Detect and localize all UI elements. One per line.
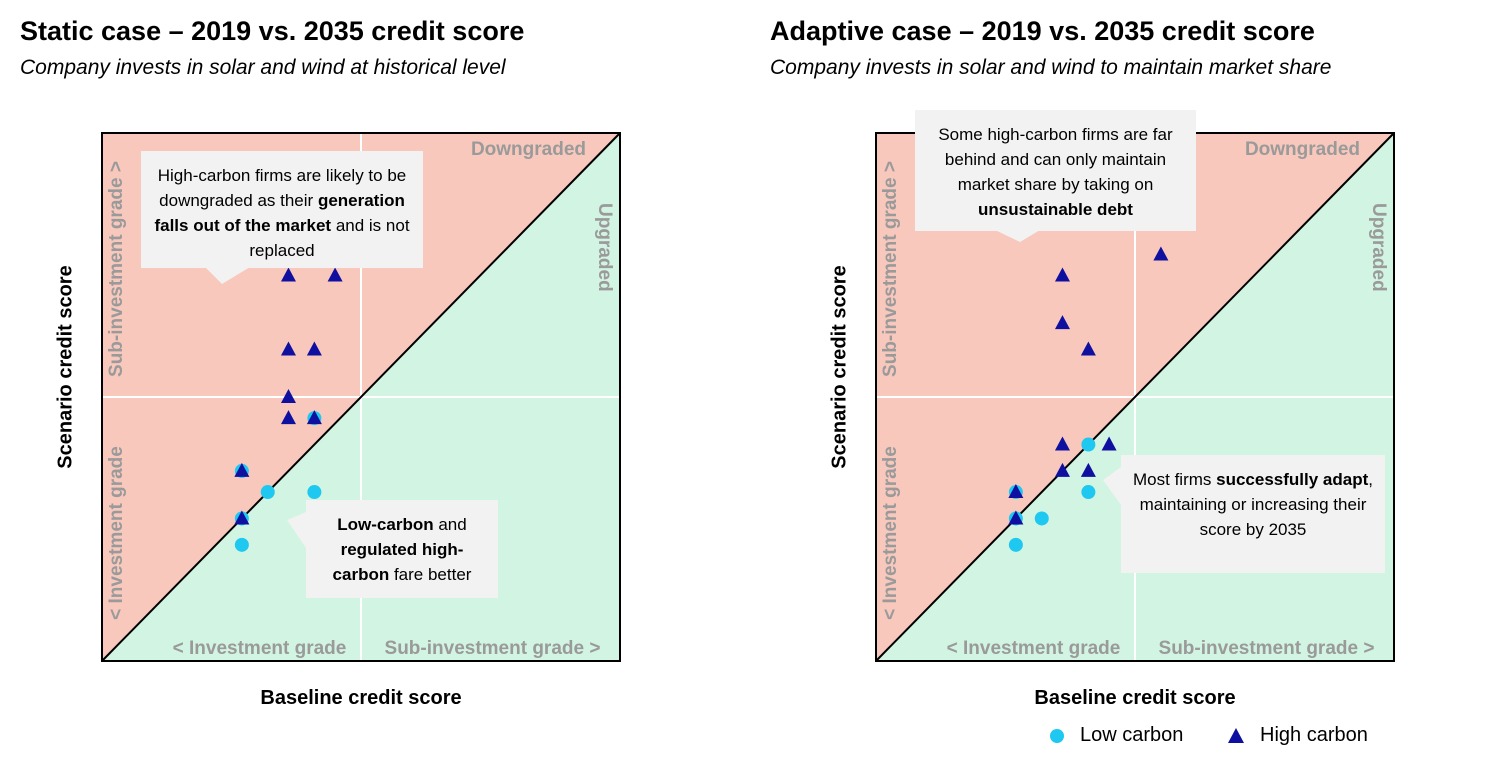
left-callout-lowcarbon: Low-carbon and regulated high-carbon far… xyxy=(306,500,498,598)
right-high-carbon-point-4 xyxy=(1054,436,1070,451)
right-y-axis-label: Scenario credit score xyxy=(828,265,850,468)
right-low-carbon-point-5 xyxy=(1008,537,1023,552)
left-label-upgraded: Upgraded xyxy=(594,203,615,292)
right-diagonal-line xyxy=(875,132,1395,662)
left-low-carbon-point-2 xyxy=(307,485,322,500)
left-x-group-investment: < Investment grade xyxy=(173,638,347,659)
right-high-carbon-point-2 xyxy=(1054,315,1070,330)
left-low-carbon-point-1 xyxy=(260,485,275,500)
circle-icon xyxy=(1050,728,1064,743)
triangle-icon xyxy=(1228,728,1244,743)
right-callout-adapt: Most firms successfully adapt, maintaini… xyxy=(1121,455,1385,573)
right-low-carbon-point-1 xyxy=(1081,485,1096,500)
legend-high-carbon-label: High carbon xyxy=(1260,724,1368,746)
left-callout-lowcarbon-tail xyxy=(287,512,306,548)
left-high-carbon-point-1 xyxy=(327,267,343,282)
right-x-axis-label: Baseline credit score xyxy=(1034,687,1235,709)
right-y-group-investment: < Investment grade xyxy=(880,446,901,620)
left-callout-lowcarbon-bold1: Low-carbon xyxy=(337,515,434,534)
right-high-carbon-point-9 xyxy=(1008,510,1024,525)
right-callout-debt-text: Some high-carbon firms are far behind an… xyxy=(938,125,1173,194)
right-callout-debt-tail xyxy=(995,230,1040,242)
left-callout-downgrade-text: High-carbon firms are likely to be downg… xyxy=(157,166,407,210)
right-callout-debt: Some high-carbon firms are far behind an… xyxy=(915,110,1196,231)
right-chart-title: Adaptive case – 2019 vs. 2035 credit sco… xyxy=(770,16,1315,46)
right-callout-adapt-text: Most firms xyxy=(1133,470,1217,489)
left-high-carbon-point-2 xyxy=(280,341,296,356)
left-callout-lowcarbon-mid: and xyxy=(433,515,467,534)
left-high-carbon-point-8 xyxy=(234,510,250,525)
right-high-carbon-point-8 xyxy=(1008,484,1024,499)
left-high-carbon-point-5 xyxy=(280,410,296,425)
right-low-carbon-point-0 xyxy=(1081,437,1096,452)
left-callout-lowcarbon-end: fare better xyxy=(389,565,472,584)
left-y-group-subinvestment: Sub-investment grade > xyxy=(106,161,127,377)
left-high-carbon-point-3 xyxy=(306,341,322,356)
left-label-downgraded: Downgraded xyxy=(471,139,586,160)
left-callout-downgrade-tail xyxy=(205,267,250,284)
left-x-group-subinvestment: Sub-investment grade > xyxy=(385,638,601,659)
left-diagonal-line xyxy=(101,132,621,662)
right-high-carbon-point-6 xyxy=(1054,462,1070,477)
left-callout-downgrade: High-carbon firms are likely to be downg… xyxy=(141,151,423,268)
left-high-carbon-point-6 xyxy=(306,410,322,425)
legend-low-carbon: Low carbon xyxy=(1050,724,1183,747)
right-label-downgraded: Downgraded xyxy=(1245,139,1360,160)
left-y-group-investment: < Investment grade xyxy=(106,446,127,620)
left-y-axis-label: Scenario credit score xyxy=(54,265,76,468)
right-y-group-subinvestment: Sub-investment grade > xyxy=(880,161,901,377)
left-callout-downgrade-text-end: and is not replaced xyxy=(249,216,410,260)
left-low-carbon-point-4 xyxy=(234,537,249,552)
right-chart-subtitle: Company invests in solar and wind to mai… xyxy=(770,56,1332,79)
left-high-carbon-point-4 xyxy=(280,389,296,403)
right-callout-adapt-tail xyxy=(1103,467,1121,505)
right-high-carbon-point-1 xyxy=(1054,267,1070,282)
right-x-group-subinvestment: Sub-investment grade > xyxy=(1159,638,1375,659)
legend-low-carbon-label: Low carbon xyxy=(1080,724,1184,746)
left-chart-subtitle: Company invests in solar and wind at his… xyxy=(20,56,506,79)
right-callout-adapt-text-end: , maintaining or increasing their score … xyxy=(1139,470,1373,539)
right-high-carbon-point-3 xyxy=(1080,341,1096,356)
left-callout-downgrade-bold: generation falls out of the market xyxy=(154,191,405,235)
right-label-upgraded: Upgraded xyxy=(1368,203,1389,292)
right-callout-adapt-bold: successfully adapt xyxy=(1216,470,1369,489)
right-callout-debt-bold: unsustainable debt xyxy=(978,200,1133,219)
right-high-carbon-point-0 xyxy=(1153,246,1169,261)
legend-high-carbon: High carbon xyxy=(1228,724,1368,747)
left-callout-lowcarbon-bold2: regulated high-carbon xyxy=(332,540,464,584)
left-plot-frame xyxy=(101,132,621,662)
left-chart-title: Static case – 2019 vs. 2035 credit score xyxy=(20,16,525,46)
left-high-carbon-point-7 xyxy=(234,462,250,477)
right-high-carbon-point-5 xyxy=(1101,436,1117,451)
right-low-carbon-point-4 xyxy=(1034,511,1049,526)
left-x-axis-label: Baseline credit score xyxy=(260,687,461,709)
right-high-carbon-point-7 xyxy=(1080,462,1096,477)
left-high-carbon-point-0 xyxy=(280,267,296,282)
right-x-group-investment: < Investment grade xyxy=(947,638,1121,659)
